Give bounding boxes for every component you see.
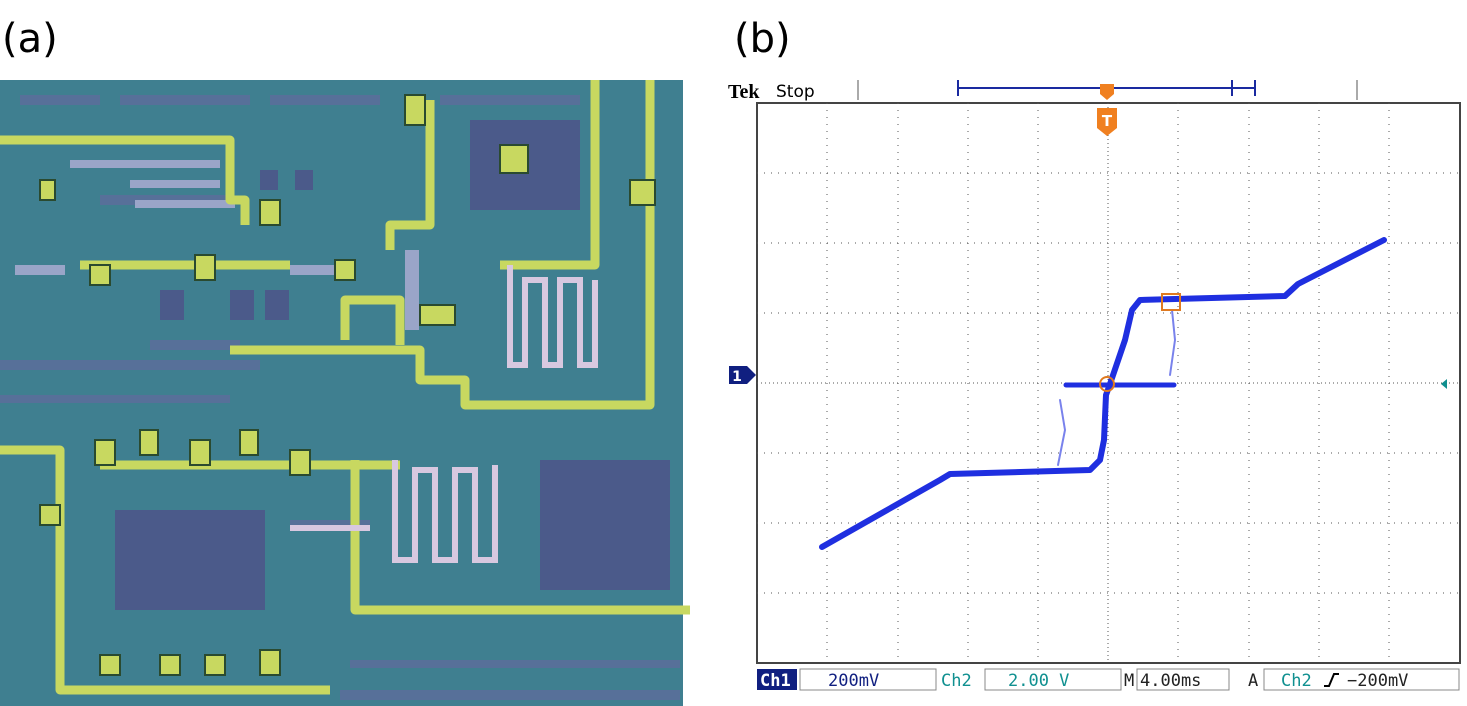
ch2-label: Ch2 bbox=[941, 671, 972, 691]
trigger-label: A bbox=[1248, 671, 1258, 691]
panel-label: (b) bbox=[734, 16, 791, 62]
trigger-source: Ch2 bbox=[1281, 671, 1312, 691]
trigger-marker: T bbox=[1102, 112, 1113, 130]
ch1-scale: 200mV bbox=[828, 671, 879, 691]
timebase-label: M bbox=[1124, 671, 1134, 691]
ch1-label: Ch1 bbox=[760, 671, 791, 691]
trace bbox=[819, 237, 1387, 550]
status: Stop bbox=[776, 82, 815, 102]
brand: Tek bbox=[728, 81, 760, 103]
micrograph bbox=[0, 80, 690, 706]
channel-marker: 1 bbox=[732, 369, 742, 385]
trigger-level: −200mV bbox=[1347, 671, 1408, 691]
timebase: 4.00ms bbox=[1140, 671, 1201, 691]
panel-label: (a) bbox=[2, 16, 58, 62]
ch2-scale: 2.00 V bbox=[1008, 671, 1069, 691]
oscilloscope: Tek Stop T bbox=[728, 80, 1461, 691]
